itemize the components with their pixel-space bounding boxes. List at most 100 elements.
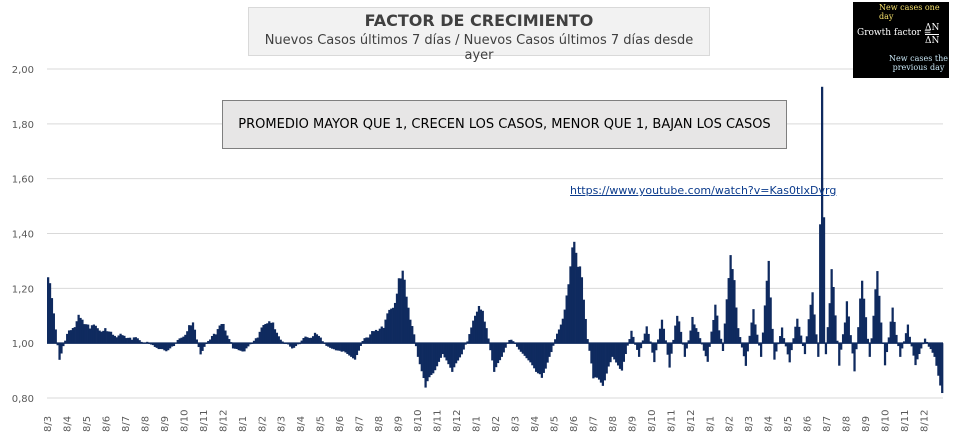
data-bar <box>128 337 132 344</box>
data-bar <box>565 295 568 344</box>
data-bar <box>607 343 610 367</box>
x-tick-label: 8/9 <box>861 416 872 432</box>
x-tick-label: 8/2 <box>491 416 502 432</box>
x-tick-label: 8/9 <box>160 416 171 432</box>
data-bar <box>317 335 320 344</box>
data-bar <box>315 334 319 344</box>
data-bar <box>697 331 700 344</box>
data-bar <box>561 318 564 344</box>
data-bar <box>649 341 652 344</box>
data-bar <box>920 343 923 349</box>
data-bar <box>578 266 582 344</box>
data-bar <box>357 343 360 351</box>
data-bar <box>874 289 877 344</box>
x-tick-label: 8/3 <box>43 416 54 432</box>
data-bar <box>575 252 578 344</box>
data-bar <box>262 324 265 344</box>
data-bar <box>510 339 513 344</box>
data-bar <box>784 343 788 347</box>
data-bar <box>721 343 725 351</box>
data-bar <box>931 343 934 353</box>
data-bar <box>702 343 706 351</box>
data-bar <box>432 343 435 374</box>
data-bar <box>843 322 847 344</box>
data-bar <box>271 322 275 344</box>
data-bar <box>52 313 55 344</box>
x-tick-label: 8/4 <box>62 416 73 432</box>
data-bar <box>268 321 271 344</box>
data-bar <box>573 241 576 344</box>
youtube-link[interactable]: https://www.youtube.com/watch?v=Kas0tIxD… <box>570 184 837 197</box>
x-tick-label: 8/1 <box>238 416 249 432</box>
data-bar <box>92 324 96 344</box>
data-bar <box>643 333 646 344</box>
data-bar <box>411 326 414 344</box>
growth-factor-formula-image: New cases one day Growth factor = ΔN ΔN … <box>853 2 949 78</box>
y-tick-label: 1,80 <box>12 120 34 131</box>
data-bar <box>191 322 195 344</box>
data-bar <box>672 339 675 344</box>
x-tick-label: 8/3 <box>744 416 755 432</box>
data-bar <box>428 343 431 378</box>
data-bar <box>338 343 341 351</box>
data-bar <box>197 343 200 348</box>
data-bar <box>62 343 65 347</box>
data-bar <box>237 343 240 351</box>
data-bar <box>887 337 890 344</box>
data-bar <box>817 343 820 357</box>
data-bar <box>342 343 345 352</box>
formula-text: Growth factor = <box>857 28 932 38</box>
data-bar <box>235 343 238 350</box>
data-bar <box>527 343 530 361</box>
data-bar <box>352 343 355 359</box>
data-bar <box>453 343 456 368</box>
y-tick-label: 1,00 <box>12 339 34 350</box>
data-bar <box>895 334 898 344</box>
data-bar <box>226 335 229 344</box>
data-bar <box>666 343 669 355</box>
data-bar <box>824 343 828 355</box>
x-tick-label: 8/6 <box>101 416 112 432</box>
x-tick-label: 8/12 <box>686 410 697 432</box>
data-bar <box>291 343 294 349</box>
data-bar <box>449 343 452 368</box>
data-bar <box>605 343 608 374</box>
data-bar <box>685 343 688 349</box>
x-tick-label: 8/7 <box>822 416 833 432</box>
data-bar <box>687 340 690 344</box>
x-tick-label: 8/11 <box>199 410 210 432</box>
data-bar <box>233 343 237 349</box>
data-bar <box>601 343 605 386</box>
data-bar <box>407 307 410 344</box>
data-bar <box>719 338 723 344</box>
data-bar <box>458 343 462 358</box>
data-bar <box>247 343 250 347</box>
data-bar <box>460 343 463 355</box>
data-bar <box>209 339 212 344</box>
data-bar <box>321 341 324 344</box>
data-bar <box>119 333 122 344</box>
data-bar <box>83 324 86 344</box>
annotation-box: PROMEDIO MAYOR QUE 1, CRECEN LOS CASOS, … <box>222 100 787 149</box>
data-bar <box>500 343 503 357</box>
data-bar <box>542 343 545 373</box>
data-bar <box>498 343 502 361</box>
data-bar <box>214 334 218 344</box>
data-bar <box>927 343 931 347</box>
data-bar <box>277 336 280 344</box>
data-bar <box>115 337 118 344</box>
data-bar <box>489 343 492 351</box>
data-bar <box>512 341 515 344</box>
data-bar <box>752 309 755 344</box>
data-bar <box>462 343 465 350</box>
data-bar <box>418 343 422 365</box>
data-bar <box>294 343 298 347</box>
data-bar <box>689 330 692 344</box>
data-bar <box>54 329 57 344</box>
data-bar <box>780 327 784 344</box>
x-tick-label: 8/4 <box>296 416 307 432</box>
data-bar <box>111 334 115 344</box>
x-tick-label: 8/5 <box>82 416 93 432</box>
data-bar <box>441 343 444 355</box>
